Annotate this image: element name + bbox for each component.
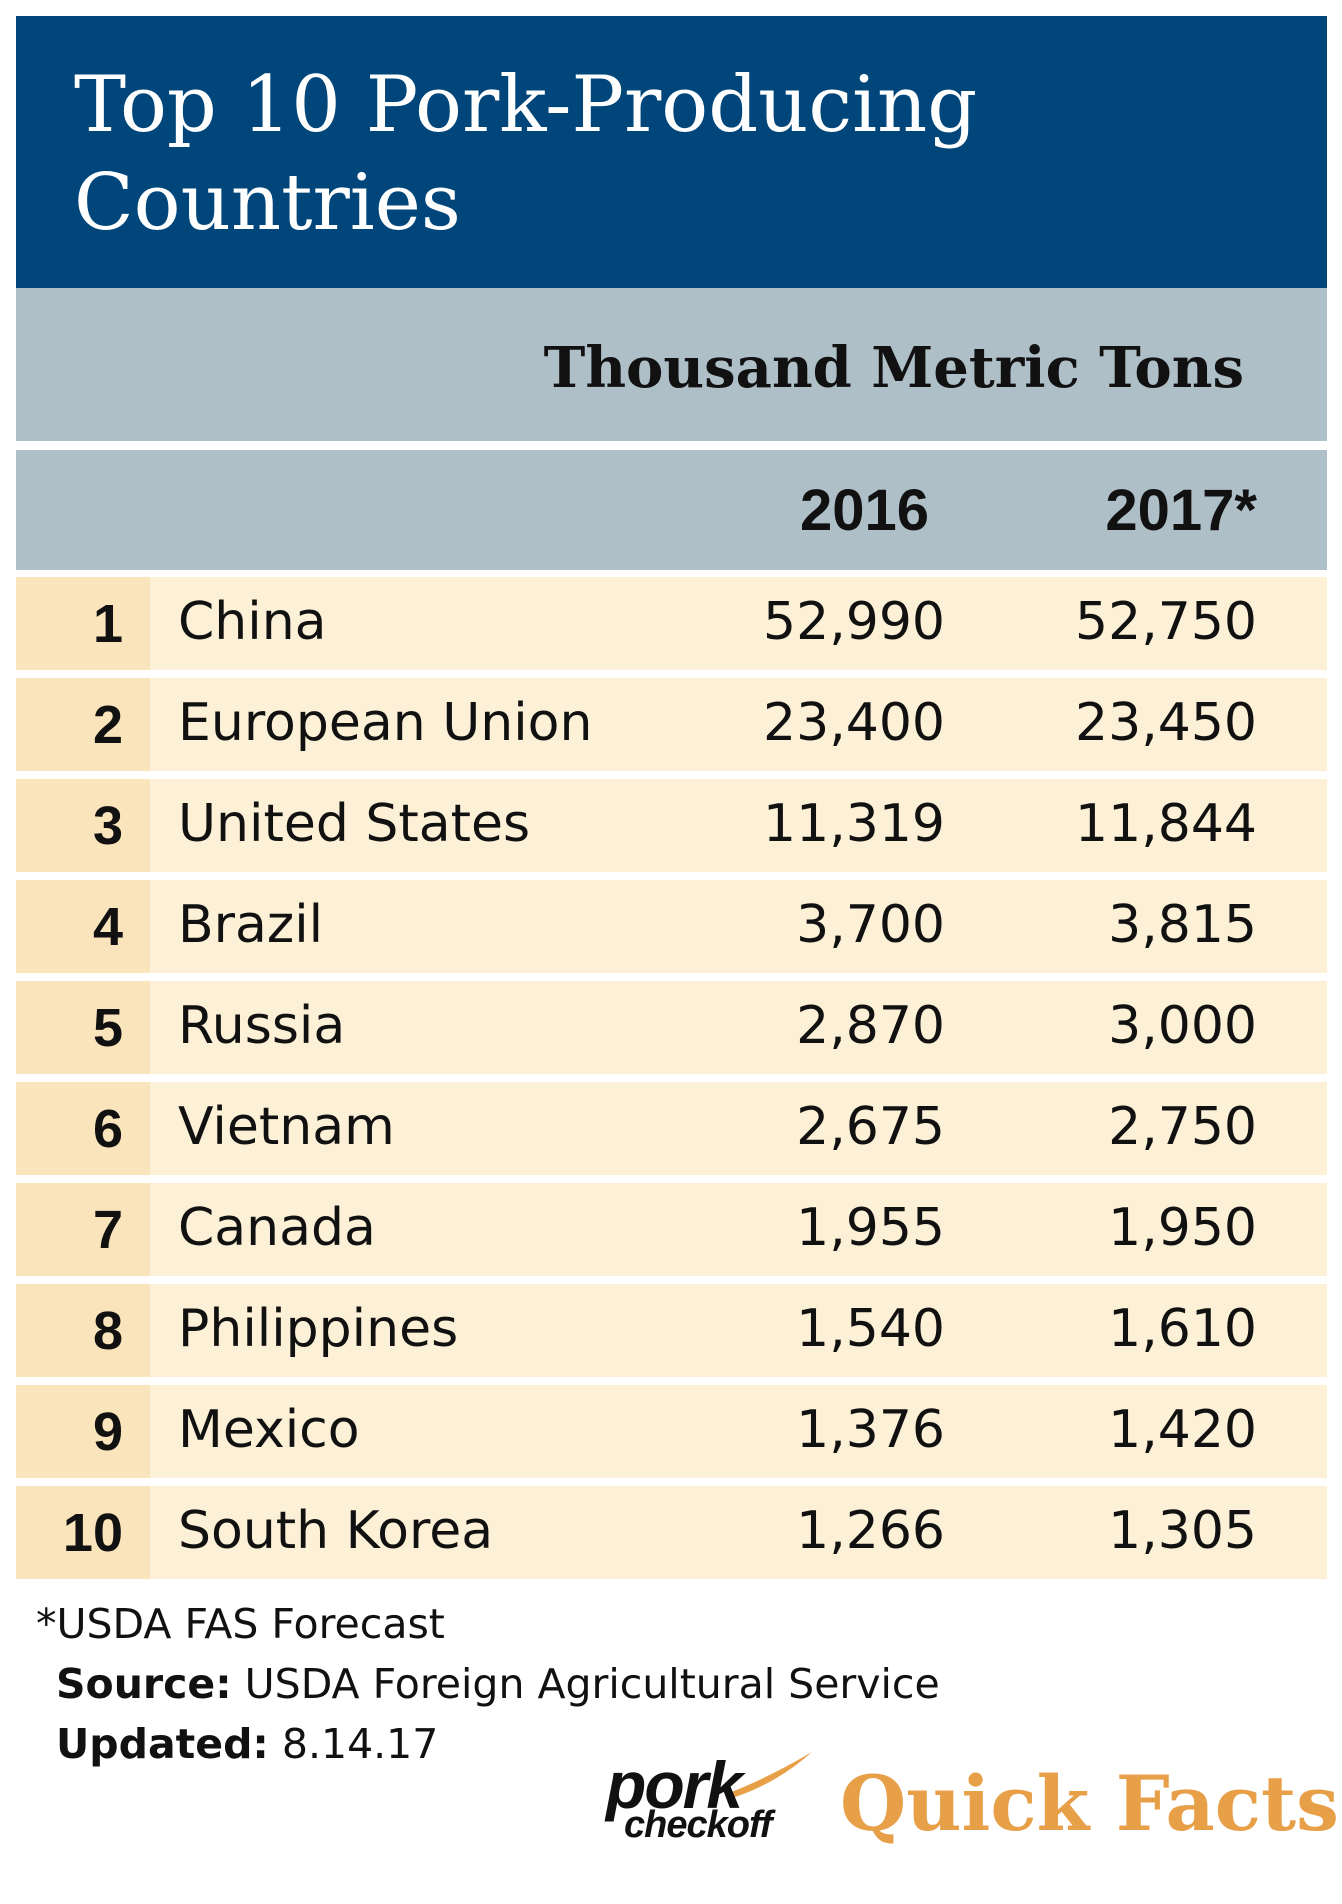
country-name: Brazil (178, 895, 324, 955)
value-2016: 2,870 (796, 996, 945, 1056)
value-2016: 23,400 (763, 693, 945, 753)
table-row: 7 Canada 1,955 1,950 (16, 1183, 1327, 1276)
source-label: Source: (56, 1660, 232, 1708)
value-2016: 3,700 (796, 895, 945, 955)
column-header-2016: 2016 (799, 478, 929, 543)
rank-value: 2 (92, 695, 123, 755)
source-value: USDA Foreign Agricultural Service (244, 1660, 940, 1708)
rank-cell: 3 (16, 779, 150, 872)
rank-value: 9 (92, 1402, 123, 1462)
table-row: 2 European Union 23,400 23,450 (16, 678, 1327, 771)
value-2017: 1,420 (1108, 1400, 1257, 1460)
value-2017: 1,305 (1108, 1501, 1257, 1561)
value-2017: 1,950 (1108, 1198, 1257, 1258)
value-2017: 52,750 (1075, 592, 1257, 652)
value-2016: 1,955 (796, 1198, 945, 1258)
logo-swoosh-icon (726, 1752, 812, 1798)
table-row: 9 Mexico 1,376 1,420 (16, 1385, 1327, 1478)
rank-cell: 6 (16, 1082, 150, 1175)
country-name: South Korea (178, 1501, 494, 1561)
logo-word-pork: pork (606, 1748, 743, 1822)
country-name: Mexico (178, 1400, 360, 1460)
title-banner: Top 10 Pork-Producing Countries (16, 16, 1327, 288)
page-title-line-2: Countries (74, 158, 461, 248)
rank-cell: 4 (16, 880, 150, 973)
rank-value: 6 (92, 1099, 123, 1159)
country-name: European Union (178, 693, 593, 753)
country-name: Canada (178, 1198, 376, 1258)
value-2016: 11,319 (763, 794, 945, 854)
table-row: 8 Philippines 1,540 1,610 (16, 1284, 1327, 1377)
value-2017: 11,844 (1075, 794, 1257, 854)
table-row: 10 South Korea 1,266 1,305 (16, 1486, 1327, 1579)
table-body: 1 China 52,990 52,750 2 European Union 2… (16, 577, 1327, 1579)
value-2016: 52,990 (763, 592, 945, 652)
value-2016: 2,675 (796, 1097, 945, 1157)
value-2016: 1,266 (796, 1501, 945, 1561)
table-row: 6 Vietnam 2,675 2,750 (16, 1082, 1327, 1175)
source-line: Source: USDA Foreign Agricultural Servic… (56, 1664, 940, 1705)
column-header-2017: 2017* (1105, 478, 1257, 543)
rank-value: 10 (62, 1503, 123, 1563)
rank-value: 4 (92, 897, 123, 957)
rank-value: 7 (92, 1200, 123, 1260)
updated-value: 8.14.17 (281, 1720, 439, 1768)
table-row: 4 Brazil 3,700 3,815 (16, 880, 1327, 973)
rank-value: 3 (92, 796, 123, 856)
units-header: Thousand Metric Tons (16, 288, 1327, 441)
rank-cell: 7 (16, 1183, 150, 1276)
rank-cell: 5 (16, 981, 150, 1074)
rank-cell: 1 (16, 577, 150, 670)
pork-checkoff-logo: pork checkoff (606, 1752, 816, 1862)
value-2016: 1,376 (796, 1400, 945, 1460)
country-name: United States (178, 794, 531, 854)
rank-value: 8 (92, 1301, 123, 1361)
rank-cell: 8 (16, 1284, 150, 1377)
updated-label: Updated: (56, 1720, 269, 1768)
quick-facts-tagline: Quick Facts (840, 1759, 1339, 1848)
rank-value: 1 (92, 594, 123, 654)
country-name: China (178, 592, 327, 652)
page-title-line-1: Top 10 Pork-Producing (74, 60, 978, 150)
rank-cell: 10 (16, 1486, 150, 1579)
units-label: Thousand Metric Tons (543, 335, 1244, 401)
country-name: Vietnam (178, 1097, 395, 1157)
logo-word-checkoff: checkoff (624, 1804, 773, 1846)
table-row: 1 China 52,990 52,750 (16, 577, 1327, 670)
value-2017: 23,450 (1075, 693, 1257, 753)
column-header-row: 2016 2017* (16, 450, 1327, 570)
updated-line: Updated: 8.14.17 (56, 1724, 438, 1765)
table-row: 5 Russia 2,870 3,000 (16, 981, 1327, 1074)
value-2017: 3,000 (1108, 996, 1257, 1056)
country-name: Russia (178, 996, 346, 1056)
forecast-footnote: *USDA FAS Forecast (36, 1600, 445, 1648)
value-2017: 1,610 (1108, 1299, 1257, 1359)
value-2016: 1,540 (796, 1299, 945, 1359)
value-2017: 2,750 (1108, 1097, 1257, 1157)
value-2017: 3,815 (1108, 895, 1257, 955)
rank-value: 5 (92, 998, 123, 1058)
country-name: Philippines (178, 1299, 459, 1359)
rank-cell: 9 (16, 1385, 150, 1478)
table-row: 3 United States 11,319 11,844 (16, 779, 1327, 872)
rank-cell: 2 (16, 678, 150, 771)
